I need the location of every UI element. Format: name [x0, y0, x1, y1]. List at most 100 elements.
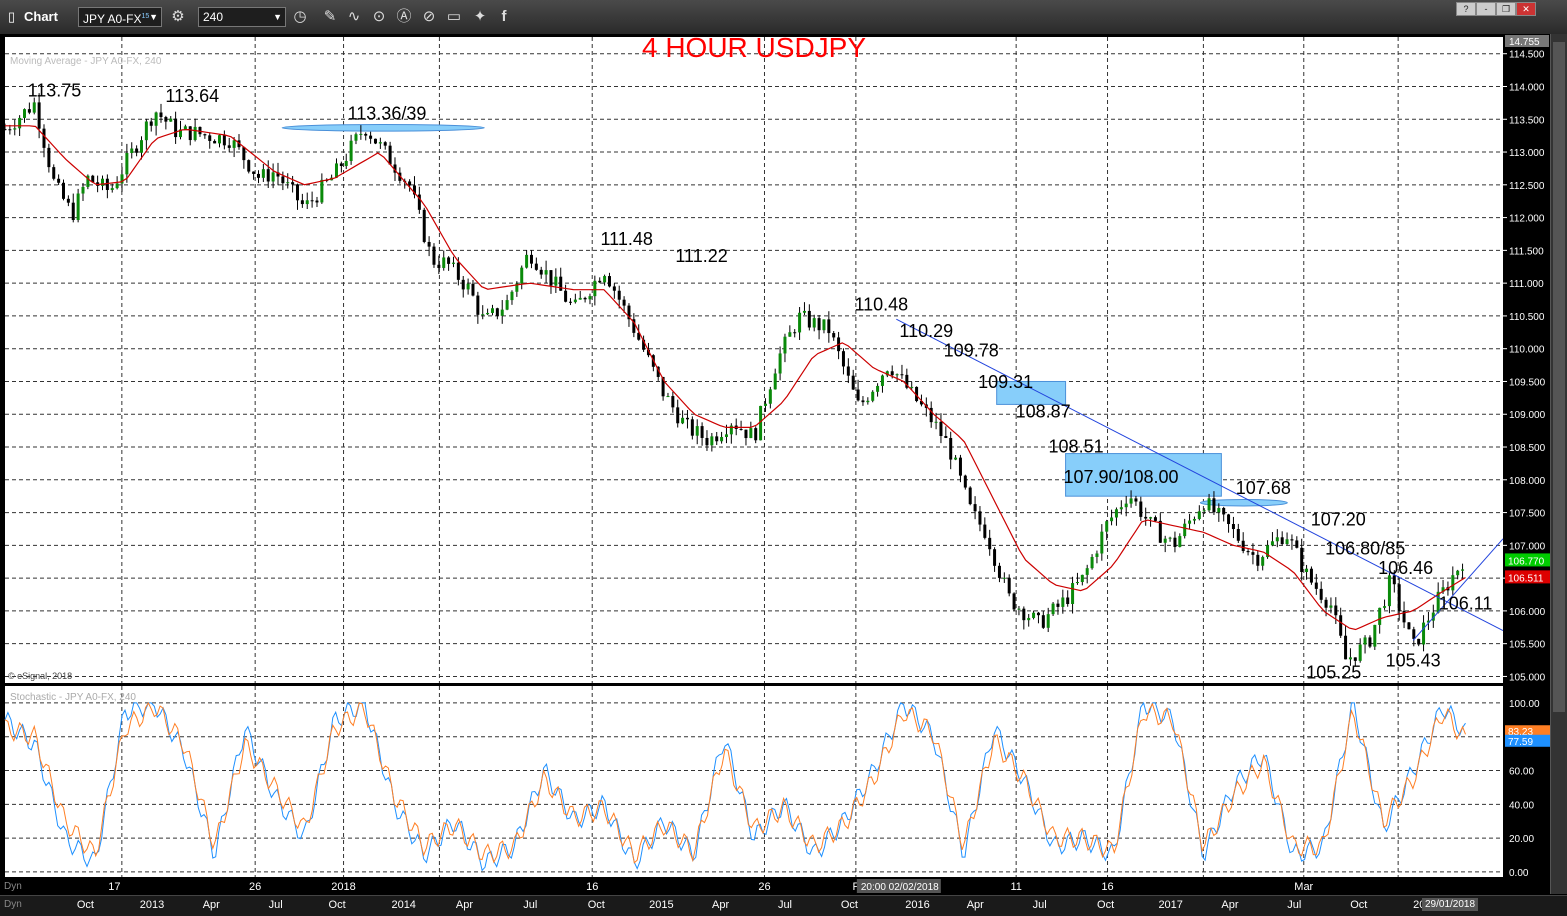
- play-icon[interactable]: ⊙: [372, 8, 386, 25]
- stochastic-tick-label: 60.00: [1509, 767, 1534, 778]
- symbol-combo[interactable]: JPY A0-FX15 ▼: [78, 7, 162, 27]
- candle-body: [1261, 557, 1265, 566]
- candle-body: [1402, 610, 1406, 623]
- candle-body: [520, 267, 524, 284]
- candle-body: [22, 109, 26, 118]
- candle-body: [364, 133, 368, 136]
- candle-body: [910, 386, 914, 388]
- candle-body: [471, 283, 475, 296]
- scrollbar-thumb[interactable]: [1553, 42, 1565, 712]
- candle-body: [57, 178, 61, 183]
- chart-svg[interactable]: 4 HOUR USDJPY 113.75 113.64 113.36/39 111.48…: [0, 34, 1550, 895]
- candle-body: [1090, 556, 1094, 569]
- alert-icon[interactable]: Ⓐ: [396, 8, 412, 25]
- minimize-button[interactable]: -: [1476, 2, 1496, 16]
- price-annotation: 107.90/108.00: [1063, 467, 1178, 487]
- candle-body: [1075, 582, 1079, 584]
- price-panel[interactable]: [5, 37, 1503, 683]
- x-axis-lower-label: Oct: [328, 899, 346, 911]
- candle-body: [208, 135, 212, 141]
- link-icon[interactable]: ⊘: [422, 8, 436, 25]
- candle-body: [1241, 540, 1245, 552]
- price-label-box: [1505, 553, 1550, 567]
- candle-body: [1222, 507, 1226, 515]
- x-axis-lower-label: Apr: [712, 899, 730, 911]
- candle-body: [354, 134, 358, 141]
- trendline: [1412, 538, 1504, 641]
- pencil-icon[interactable]: ✎: [323, 8, 337, 25]
- candle-body: [559, 276, 563, 291]
- candle-body: [598, 280, 602, 283]
- help-button[interactable]: ?: [1456, 2, 1476, 16]
- candle-body: [549, 270, 553, 286]
- candle-body: [310, 200, 314, 202]
- price-annotation: 108.51: [1049, 436, 1104, 456]
- candle-body: [144, 121, 148, 141]
- price-tick-label: 114.000: [1509, 82, 1545, 93]
- settings-icon[interactable]: ⚙: [171, 8, 185, 25]
- stochastic-tick-label: 20.00: [1509, 834, 1534, 845]
- candle-body: [276, 172, 280, 177]
- x-axis-lower-label: Oct: [1097, 899, 1115, 911]
- candle-body: [188, 126, 192, 141]
- candle-body: [1300, 547, 1304, 572]
- candle-body: [227, 145, 231, 148]
- candle-body: [983, 524, 987, 538]
- candle-body: [286, 182, 290, 184]
- candle-body: [588, 296, 592, 300]
- candle-body: [963, 475, 967, 488]
- symbol-text: JPY A0-FX: [83, 12, 142, 26]
- stochastic-k-line: [4, 701, 1466, 872]
- candle-body: [1139, 501, 1143, 517]
- stochastic-tick-label: 40.00: [1509, 800, 1534, 811]
- candle-body: [110, 188, 114, 190]
- price-tick-label: 110.500: [1509, 312, 1545, 323]
- candle-body: [973, 504, 977, 512]
- candle-body: [944, 435, 948, 439]
- clock-icon[interactable]: ◷: [293, 8, 307, 25]
- close-button[interactable]: ✕: [1516, 2, 1536, 16]
- restore-button[interactable]: ❐: [1496, 2, 1516, 16]
- candle-body: [178, 129, 182, 138]
- candle-body: [515, 283, 519, 292]
- candle-body: [690, 419, 694, 436]
- comment-icon[interactable]: ▭: [446, 8, 462, 25]
- candle-body: [120, 174, 124, 184]
- vertical-scrollbar[interactable]: [1550, 34, 1567, 894]
- candle-body: [1436, 591, 1440, 613]
- dropdown-icon[interactable]: ▼: [149, 12, 158, 22]
- candle-body: [997, 565, 1001, 578]
- candle-body: [890, 371, 894, 376]
- price-tick-label: 112.500: [1509, 181, 1545, 192]
- twitter-icon[interactable]: ✦: [473, 8, 487, 25]
- candle-body: [525, 254, 529, 268]
- price-tick-label: 110.000: [1509, 345, 1545, 356]
- candle-body: [1256, 554, 1260, 566]
- study-label-ma: Moving Average - JPY A0-FX, 240: [10, 56, 162, 67]
- x-axis-upper-label: 16: [1101, 881, 1113, 893]
- stochastic-label: 83.23: [1508, 727, 1533, 738]
- candle-body: [1061, 597, 1065, 607]
- candle-body: [213, 140, 217, 144]
- price-tick-label: 109.500: [1509, 377, 1546, 388]
- price-annotation: 110.48: [854, 295, 908, 315]
- candle-body: [1373, 624, 1377, 647]
- candle-body: [490, 308, 494, 313]
- candle-body: [905, 374, 909, 388]
- candle-body: [1071, 583, 1075, 605]
- line-tool-icon[interactable]: ∿: [347, 8, 361, 25]
- stochastic-panel[interactable]: [5, 686, 1503, 877]
- max-label-box: [1505, 35, 1549, 47]
- candle-body: [71, 202, 75, 221]
- interval-combo[interactable]: 240 ▼: [198, 7, 286, 27]
- candle-body: [1217, 507, 1221, 513]
- candle-body: [456, 262, 460, 280]
- interval-dropdown-icon[interactable]: ▼: [273, 12, 282, 22]
- facebook-icon[interactable]: f: [501, 8, 507, 25]
- candle-body: [1119, 507, 1123, 510]
- candle-body: [978, 511, 982, 525]
- candle-body: [1056, 603, 1060, 607]
- candle-body: [832, 333, 836, 338]
- candle-body: [534, 263, 538, 270]
- candle-body: [481, 314, 485, 316]
